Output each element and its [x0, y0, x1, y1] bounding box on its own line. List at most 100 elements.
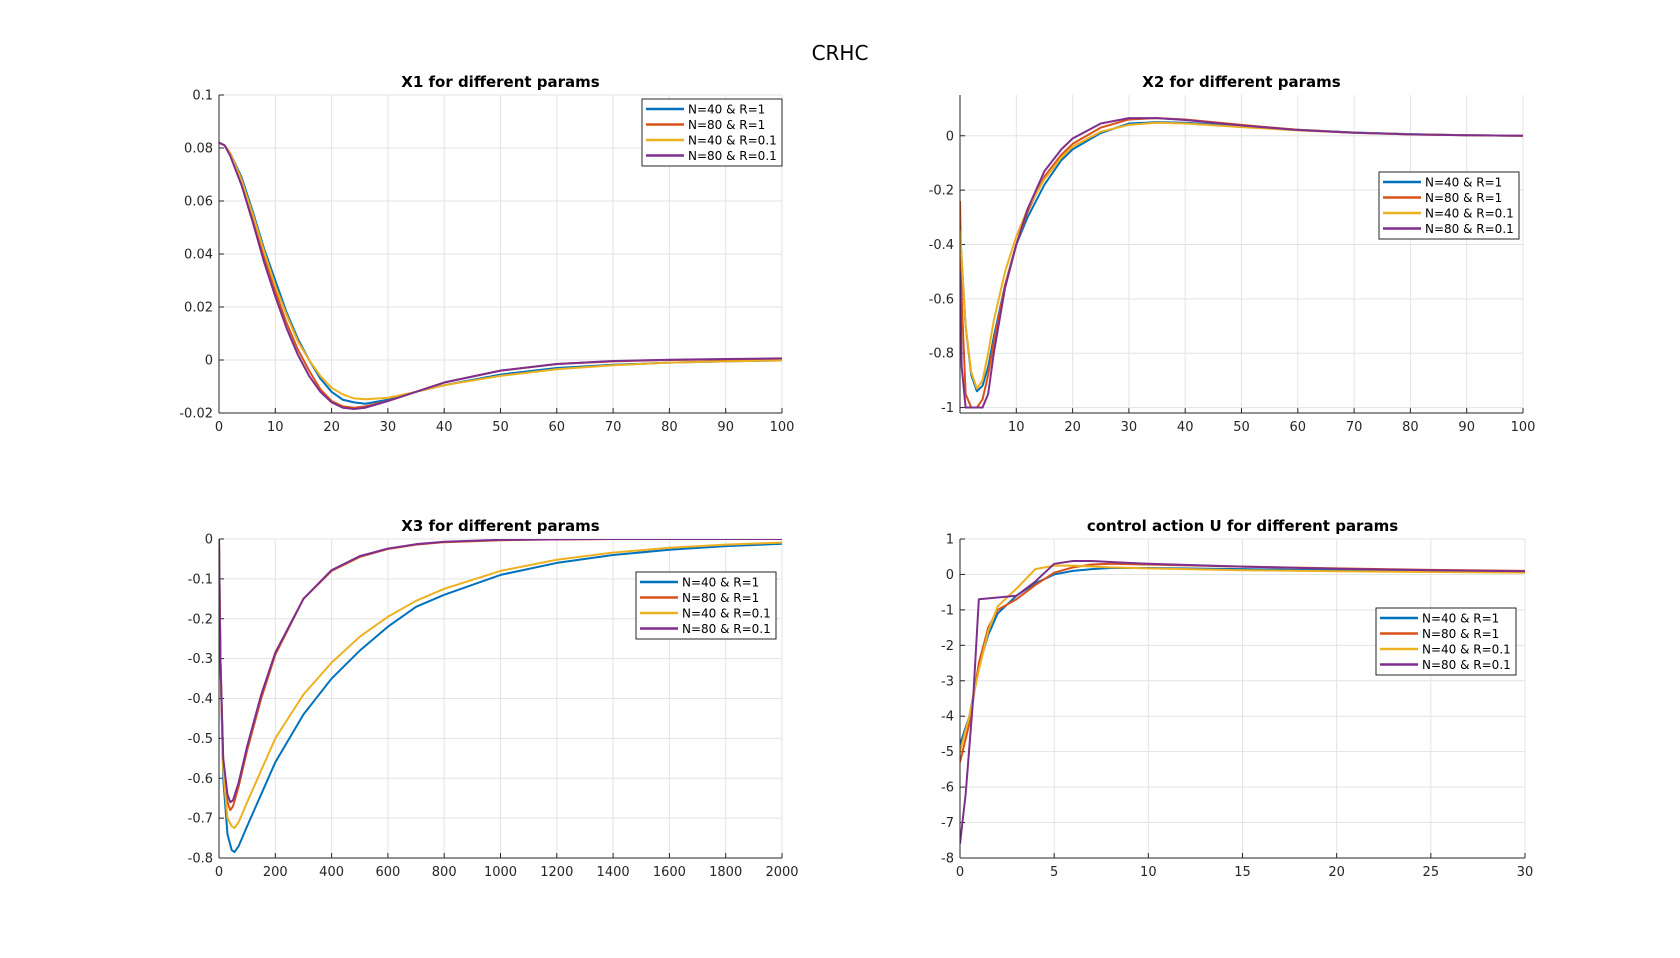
x-tick-label: 10 [267, 420, 284, 435]
y-tick-label: -5 [941, 745, 954, 760]
chart-panel-4: 0 5 10 15 20 25 30 -8 -7 -6 -5 -4 -3 -2 -1 0 1 control ac… [941, 517, 1533, 880]
legend-label: N=40 & R=0.1 [688, 134, 777, 148]
x-tick-label: 40 [1177, 420, 1194, 435]
y-tick-label: -0.3 [188, 652, 213, 667]
series-line-3 [960, 564, 1525, 752]
y-tick-label: -0.02 [179, 407, 213, 422]
legend-label: N=40 & R=1 [1422, 612, 1499, 626]
y-tick-label: -1 [941, 603, 954, 618]
y-tick-label: 0 [205, 354, 213, 369]
legend-label: N=80 & R=1 [682, 591, 759, 605]
chart-title: X3 for different params [401, 517, 600, 535]
chart-panel-3: 0 200 400 600 800 1000 1200 1400 1600 1800 2000 -0.… [188, 517, 799, 880]
legend: N=40 & R=1N=80 & R=1 N=40 & R=0.1N=80 & R… [635, 571, 777, 640]
x-tick-label: 50 [1233, 420, 1250, 435]
x-tick-label: 800 [432, 865, 457, 880]
legend-label: N=40 & R=0.1 [1422, 643, 1511, 657]
x-tick-label: 400 [319, 865, 344, 880]
legend-label: N=80 & R=0.1 [1425, 222, 1514, 236]
x-tick-label: 1600 [653, 865, 686, 880]
x-tick-label: 60 [549, 420, 566, 435]
x-tick-label: 20 [1064, 420, 1081, 435]
y-tick-label: -1 [941, 401, 954, 416]
y-tick-label: -0.2 [929, 184, 954, 199]
y-tick-label: -0.4 [929, 238, 954, 253]
y-tick-label: 0 [946, 129, 954, 144]
x-tick-label: 20 [323, 420, 340, 435]
y-tick-label: 0.06 [184, 195, 213, 210]
chart-title: X1 for different params [401, 73, 600, 91]
y-tick-label: -0.4 [188, 692, 213, 707]
x-tick-label: 2000 [765, 865, 798, 880]
y-tick-label: -0.8 [929, 347, 954, 362]
legend-label: N=80 & R=0.1 [682, 622, 771, 636]
series-line-3 [219, 141, 782, 401]
y-tick-label: 0.02 [184, 301, 213, 316]
y-tick-label: -0.6 [929, 292, 954, 307]
legend: N=40 & R=1N=80 & R=1 N=40 & R=0.1N=80 & R… [641, 98, 783, 167]
legend-label: N=40 & R=1 [688, 103, 765, 117]
x-tick-label: 30 [1121, 420, 1138, 435]
chart-title: control action U for different params [1087, 517, 1398, 535]
x-tick-label: 25 [1423, 865, 1440, 880]
x-tick-label: 1000 [484, 865, 517, 880]
x-tick-label: 30 [380, 420, 397, 435]
series-line-4 [219, 141, 782, 411]
y-tick-label: -0.5 [188, 732, 213, 747]
x-tick-label: 90 [1458, 420, 1475, 435]
y-tick-label: 0.1 [192, 89, 213, 104]
x-tick-label: 90 [717, 420, 734, 435]
y-tick-label: -0.8 [188, 852, 213, 867]
series-line-4 [960, 559, 1525, 844]
x-tick-label: 0 [215, 420, 223, 435]
y-tick-label: -8 [941, 852, 954, 867]
x-tick-label: 40 [436, 420, 453, 435]
y-tick-label: -2 [941, 639, 954, 654]
x-tick-label: 200 [263, 865, 288, 880]
x-tick-label: 50 [492, 420, 509, 435]
y-tick-label: -0.2 [188, 612, 213, 627]
x-tick-label: 1400 [597, 865, 630, 880]
series-line-3 [219, 539, 782, 830]
x-tick-label: 15 [1234, 865, 1251, 880]
y-tick-label: -0.6 [188, 772, 213, 787]
chart-title: X2 for different params [1142, 73, 1341, 91]
x-tick-label: 60 [1290, 420, 1307, 435]
series-line-4 [960, 117, 1523, 409]
x-tick-label: 10 [1140, 865, 1157, 880]
legend: N=40 & R=1N=80 & R=1 N=40 & R=0.1N=80 & R… [1375, 607, 1517, 676]
legend-label: N=40 & R=1 [682, 576, 759, 590]
chart-panel-2: 10 20 30 40 50 60 70 80 90 100 -1 -0.8 -0.6 -0.4 -0.2 0… [929, 73, 1536, 435]
x-tick-label: 10 [1008, 420, 1025, 435]
y-tick-label: 0 [205, 533, 213, 548]
x-tick-label: 600 [375, 865, 400, 880]
legend-label: N=80 & R=1 [1425, 191, 1502, 205]
y-tick-label: -0.7 [188, 812, 213, 827]
y-tick-label: 0.08 [184, 142, 213, 157]
x-tick-label: 100 [770, 420, 795, 435]
legend-label: N=80 & R=0.1 [1422, 658, 1511, 672]
y-tick-label: -3 [941, 674, 954, 689]
x-tick-label: 1200 [540, 865, 573, 880]
figure-title: CRHC [812, 41, 869, 65]
y-tick-label: 0 [946, 568, 954, 583]
x-tick-label: 70 [605, 420, 622, 435]
legend-label: N=80 & R=1 [1422, 627, 1499, 641]
legend-label: N=40 & R=0.1 [682, 607, 771, 621]
y-tick-label: -7 [941, 816, 954, 831]
y-tick-label: -0.1 [188, 572, 213, 587]
x-tick-label: 30 [1517, 865, 1534, 880]
legend-label: N=40 & R=1 [1425, 176, 1502, 190]
x-tick-label: 80 [661, 420, 678, 435]
x-tick-label: 5 [1050, 865, 1058, 880]
x-tick-label: 20 [1328, 865, 1345, 880]
x-tick-label: 70 [1346, 420, 1363, 435]
chart-panel-1: 0 10 20 30 40 50 60 70 80 90 100-0.0200.020.040.06… [179, 73, 794, 435]
legend-label: N=80 & R=1 [688, 118, 765, 132]
x-tick-label: 100 [1511, 420, 1536, 435]
x-tick-label: 0 [215, 865, 223, 880]
x-tick-label: 0 [956, 865, 964, 880]
y-tick-label: 0.04 [184, 248, 213, 263]
series-line-4 [219, 539, 782, 804]
